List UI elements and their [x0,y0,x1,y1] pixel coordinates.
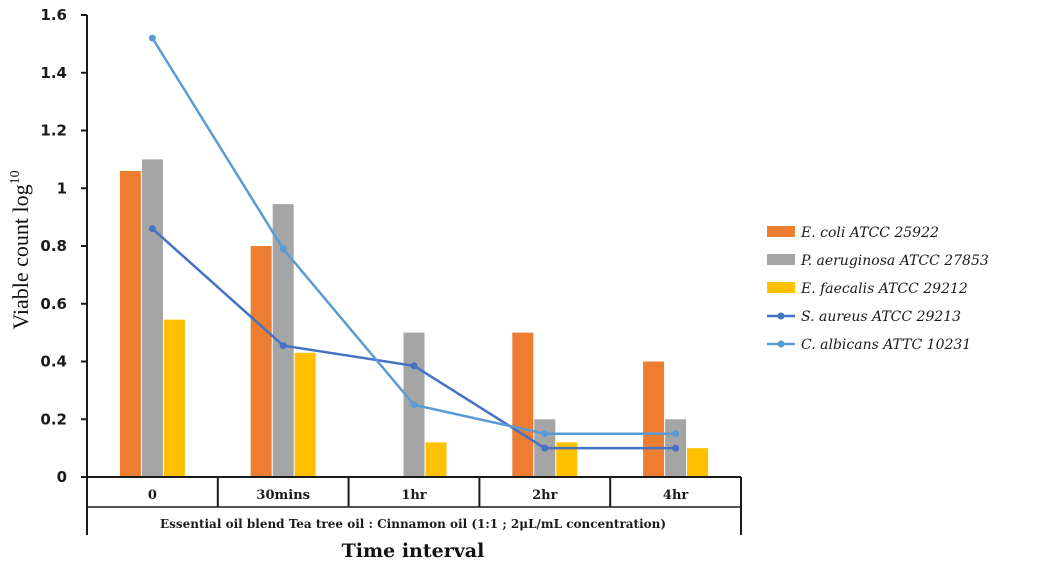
legend-swatch [767,254,795,265]
lines [148,34,680,452]
legend-label: P. aeruginosa ATCC 27853 [800,253,989,269]
y-tick-label: 1.2 [40,122,67,140]
line-point [279,342,287,350]
line-point [148,34,156,42]
y-axis-title-main: Viable count log [8,184,33,329]
bar [272,204,294,477]
line-point [541,444,549,452]
line-point [672,444,680,452]
line-point [541,430,549,438]
legend-swatch-marker [777,312,785,320]
group-label: Essential oil blend Tea tree oil : Cinna… [160,517,666,531]
x-tick-label: 0 [148,488,157,503]
x-tick-label: 2hr [532,488,557,503]
bars [119,159,709,478]
bar [556,442,578,477]
legend: E. coli ATCC 25922 P. aeruginosa ATCC 278… [767,225,989,353]
bar [294,352,316,477]
legend-label: C. albicans ATTC 10231 [801,337,971,353]
y-axis-title-superscript: 10 [8,170,23,184]
bar [141,159,163,477]
axes: 0 0.2 0.4 0.6 0.8 1 1.2 1.4 1.6 0 30mins 1hr 2hr 4hr [40,6,742,535]
bar [687,448,709,477]
line-point [410,362,418,370]
line-point [279,245,287,253]
legend-label: E. faecalis ATCC 29212 [800,281,968,297]
line-point [410,401,418,409]
bar [425,442,447,477]
legend-swatch [767,282,795,293]
x-tick-label: 1hr [401,488,426,503]
axis-labels: Essential oil blend Tea tree oil : Cinna… [8,170,666,562]
y-tick-label: 0.6 [40,295,67,313]
y-tick-label: 1.6 [40,6,67,24]
y-tick-label: 0.2 [40,410,67,428]
line-point [672,430,680,438]
legend-swatch [767,226,795,237]
legend-label: S. aureus ATCC 29213 [801,309,961,325]
bar [119,170,141,478]
legend-label: E. coli ATCC 25922 [800,225,939,241]
bar [512,332,534,477]
y-tick-label: 0 [57,468,67,486]
x-axis-title: Time interval [342,540,485,562]
y-tick-label: 1.4 [40,64,67,82]
bar [250,246,272,477]
y-axis-title: Viable count log10 [8,170,33,329]
y-tick-label: 0.4 [40,353,67,371]
bar [643,361,665,477]
line-point [148,225,156,233]
legend-swatch-marker [777,340,785,348]
x-tick-label: 4hr [663,488,688,503]
bar [163,319,185,477]
y-tick-label: 0.8 [40,237,67,255]
y-tick-label: 1 [57,179,67,197]
x-tick-label: 30mins [256,488,310,503]
